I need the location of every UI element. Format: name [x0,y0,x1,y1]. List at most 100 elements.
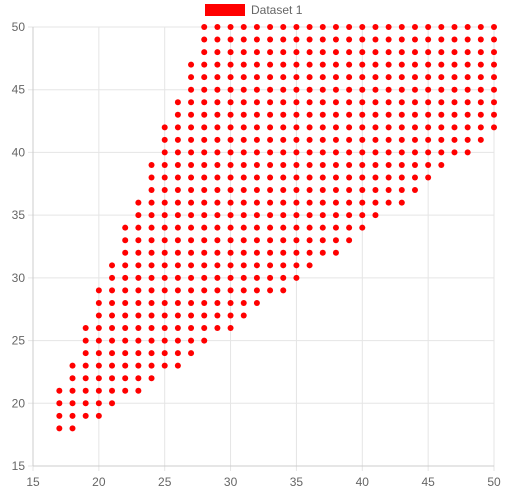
data-point[interactable] [161,249,168,256]
data-point[interactable] [306,111,313,118]
data-point[interactable] [451,24,458,30]
data-point[interactable] [306,212,313,219]
data-point[interactable] [280,111,287,118]
data-point[interactable] [411,161,418,168]
data-point[interactable] [201,274,208,281]
data-point[interactable] [161,325,168,332]
data-point[interactable] [359,99,366,106]
data-point[interactable] [280,212,287,219]
data-point[interactable] [95,375,102,382]
data-point[interactable] [148,287,155,294]
data-point[interactable] [464,111,471,118]
data-point[interactable] [188,111,195,118]
data-point[interactable] [319,224,326,231]
data-point[interactable] [438,99,445,106]
data-point[interactable] [438,124,445,131]
data-point[interactable] [227,312,234,319]
data-point[interactable] [319,74,326,81]
data-point[interactable] [385,49,392,56]
data-point[interactable] [135,287,142,294]
data-point[interactable] [227,124,234,131]
data-point[interactable] [477,36,484,43]
data-point[interactable] [161,187,168,194]
data-point[interactable] [267,174,274,181]
data-point[interactable] [293,174,300,181]
data-point[interactable] [95,400,102,407]
data-point[interactable] [293,149,300,156]
data-point[interactable] [188,237,195,244]
data-point[interactable] [201,187,208,194]
data-point[interactable] [451,149,458,156]
data-point[interactable] [359,212,366,219]
data-point[interactable] [135,362,142,369]
data-point[interactable] [253,99,260,106]
data-point[interactable] [240,124,247,131]
data-point[interactable] [214,237,221,244]
data-point[interactable] [425,24,432,30]
data-point[interactable] [425,161,432,168]
data-point[interactable] [385,161,392,168]
data-point[interactable] [148,212,155,219]
data-point[interactable] [69,375,76,382]
data-point[interactable] [109,299,116,306]
data-point[interactable] [411,149,418,156]
data-point[interactable] [201,325,208,332]
data-point[interactable] [332,111,339,118]
data-point[interactable] [161,299,168,306]
data-point[interactable] [214,49,221,56]
data-point[interactable] [332,224,339,231]
data-point[interactable] [122,287,129,294]
data-point[interactable] [398,36,405,43]
data-point[interactable] [122,312,129,319]
data-point[interactable] [438,86,445,93]
data-point[interactable] [161,287,168,294]
data-point[interactable] [464,74,471,81]
data-point[interactable] [240,99,247,106]
data-point[interactable] [188,299,195,306]
data-point[interactable] [214,199,221,206]
data-point[interactable] [332,36,339,43]
data-point[interactable] [240,237,247,244]
data-point[interactable] [201,299,208,306]
data-point[interactable] [280,149,287,156]
data-point[interactable] [385,149,392,156]
data-point[interactable] [135,299,142,306]
data-point[interactable] [109,262,116,269]
data-point[interactable] [161,274,168,281]
data-point[interactable] [174,99,181,106]
data-point[interactable] [464,149,471,156]
data-point[interactable] [253,199,260,206]
data-point[interactable] [214,174,221,181]
data-point[interactable] [161,362,168,369]
data-point[interactable] [227,187,234,194]
data-point[interactable] [95,325,102,332]
data-point[interactable] [280,237,287,244]
data-point[interactable] [346,212,353,219]
data-point[interactable] [438,49,445,56]
data-point[interactable] [214,312,221,319]
data-point[interactable] [385,61,392,68]
data-point[interactable] [398,149,405,156]
data-point[interactable] [161,312,168,319]
data-point[interactable] [82,400,89,407]
data-point[interactable] [188,287,195,294]
data-point[interactable] [293,36,300,43]
data-point[interactable] [372,161,379,168]
data-point[interactable] [293,49,300,56]
data-point[interactable] [372,212,379,219]
data-point[interactable] [385,199,392,206]
data-point[interactable] [280,174,287,181]
data-point[interactable] [174,312,181,319]
data-point[interactable] [332,99,339,106]
data-point[interactable] [319,187,326,194]
data-point[interactable] [227,287,234,294]
data-point[interactable] [293,212,300,219]
data-point[interactable] [319,49,326,56]
data-point[interactable] [306,74,313,81]
data-point[interactable] [82,337,89,344]
data-point[interactable] [280,224,287,231]
data-point[interactable] [227,149,234,156]
data-point[interactable] [372,99,379,106]
data-point[interactable] [109,400,116,407]
data-point[interactable] [293,161,300,168]
